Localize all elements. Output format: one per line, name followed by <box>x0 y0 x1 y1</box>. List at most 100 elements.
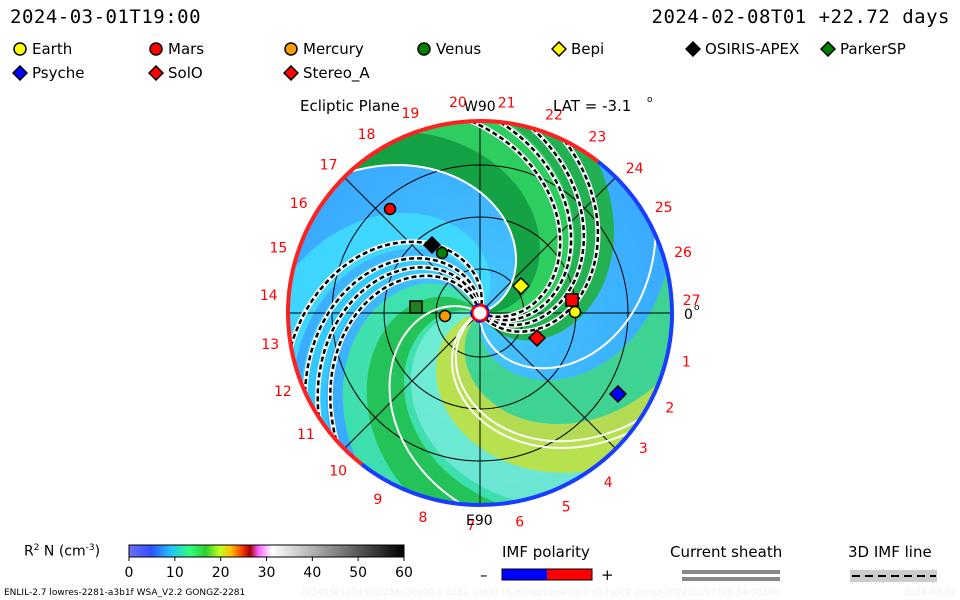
carrington-tick-label: 21 <box>498 96 516 112</box>
carrington-tick-label: 16 <box>290 196 308 212</box>
carrington-tick-label: 24 <box>626 161 644 177</box>
imf-polarity-title: IMF polarity <box>502 543 590 561</box>
circle-icon <box>417 42 431 56</box>
polarity-rim <box>286 119 674 507</box>
footer-model-info: ENLIL-2.7 lowres-2281-a3b1f WSA_V2.2 GON… <box>4 588 246 598</box>
carrington-tick-label: 5 <box>562 500 571 516</box>
zero-label: 0 <box>684 307 693 323</box>
legend-item-psyche: Psyche <box>12 64 84 82</box>
carrington-tick-label: 4 <box>604 475 613 491</box>
legend-label: Mars <box>168 40 205 58</box>
latitude-degree: o <box>647 95 653 105</box>
diamond-icon <box>551 41 567 57</box>
psyche-marker <box>608 384 628 404</box>
carrington-tick-label: 25 <box>655 200 673 216</box>
sheath-sample-2 <box>682 577 780 581</box>
e90-label: E90 <box>466 513 493 529</box>
carrington-tick-label: 23 <box>588 129 606 145</box>
legend-label: Bepi <box>571 40 605 58</box>
carrington-tick-label: 3 <box>639 441 648 457</box>
bodies-layer <box>383 202 628 404</box>
legend-label: Earth <box>32 40 73 58</box>
carrington-tick-label: 14 <box>260 288 278 304</box>
colorbar-tick-label: 0 <box>125 565 134 581</box>
circle-icon <box>284 42 298 56</box>
carrington-tick-label: 11 <box>297 427 315 443</box>
legend-label: Psyche <box>32 64 85 82</box>
current-sheath-title: Current sheath <box>670 543 783 561</box>
diamond-icon <box>148 65 164 81</box>
latitude-label: LAT = -3.1 <box>553 97 631 115</box>
carrington-tick-label: 26 <box>674 245 692 261</box>
carrington-tick-label: 17 <box>320 158 338 174</box>
parker-square-marker <box>409 300 423 314</box>
imf-minus: – <box>480 566 488 584</box>
sun-polarity-ring <box>470 303 490 323</box>
run-start-time: 2024-02-08T01 +22.72 days <box>651 6 950 28</box>
carrington-tick-label: 19 <box>401 106 419 122</box>
colorbar-tick-label: 60 <box>395 565 413 581</box>
legend-label: OSIRIS-APEX <box>705 40 800 58</box>
colorbar-ticks: 0 10 20 30 40 50 60 <box>125 557 413 581</box>
footer-date: 2024-03-01 <box>903 588 956 598</box>
colorbar-tick-label: 40 <box>303 565 321 581</box>
legend-label: Mercury <box>303 40 364 58</box>
imf3d-title: 3D IMF line <box>848 543 932 561</box>
field-lines <box>288 121 657 505</box>
legend-item-mars: Mars <box>148 40 204 58</box>
circle-icon <box>149 42 163 56</box>
carrington-tick-label: 13 <box>261 337 279 353</box>
legend-item-earth: Earth <box>12 40 72 58</box>
carrington-tick-label: 2 <box>665 400 674 416</box>
legend-item-bepi: Bepi <box>551 40 604 58</box>
stereo-a-square-marker <box>565 293 579 307</box>
earth-marker <box>568 305 582 319</box>
carrington-tick-label: 1 <box>682 354 691 370</box>
legend-item-osiris-apex: OSIRIS-APEX <box>685 40 799 58</box>
diamond-icon <box>12 65 28 81</box>
carrington-tick-label: 12 <box>274 384 292 400</box>
carrington-tick-label: 15 <box>269 240 287 256</box>
mercury-marker <box>438 309 452 323</box>
footer-run-info: 20240301214502/256x30x90-1 2281-a3b1f 16… <box>300 588 780 598</box>
solo-marker <box>527 328 547 348</box>
colorbar-tick-label: 30 <box>258 565 276 581</box>
carrington-tick-label: 20 <box>449 95 467 111</box>
legend-item-mercury: Mercury <box>283 40 364 58</box>
plot-title: Ecliptic Plane <box>300 97 400 115</box>
carrington-tick-label: 10 <box>329 464 347 480</box>
colorbar-label: R2 N (cm-3) <box>24 543 101 560</box>
legend-item-parkersp: ParkerSP <box>820 40 906 58</box>
carrington-tick-label: 22 <box>545 107 563 123</box>
density-colorbar <box>128 544 405 558</box>
carrington-tick-label: 18 <box>358 127 376 143</box>
legend-item-venus: Venus <box>416 40 481 58</box>
diamond-icon <box>820 41 836 57</box>
sheath-sample-1 <box>682 570 780 574</box>
imf-positive-swatch <box>547 569 592 580</box>
w90-label: W90 <box>464 99 496 115</box>
legend-item-stereo-a: Stereo_A <box>283 64 370 82</box>
legend-label: ParkerSP <box>840 40 906 58</box>
carrington-tick-label: 8 <box>418 510 427 526</box>
colorbar-tick-label: 10 <box>166 565 184 581</box>
carrington-tick-label: 6 <box>515 514 524 530</box>
diamond-icon <box>283 65 299 81</box>
mars-marker <box>383 202 397 216</box>
imf-plus: + <box>601 566 614 584</box>
legend-label: SolO <box>168 64 203 82</box>
venus-marker <box>435 246 449 260</box>
diamond-icon <box>685 41 701 57</box>
carrington-tick-label: 9 <box>373 492 382 508</box>
legend-item-solo: SolO <box>148 64 203 82</box>
legend-label: Venus <box>436 40 482 58</box>
legend-label: Stereo_A <box>303 64 370 82</box>
imf-negative-swatch <box>502 569 547 580</box>
model-time: 2024-03-01T19:00 <box>10 6 202 28</box>
bepi-marker <box>511 276 531 296</box>
carrington-tick-label: 27 <box>683 293 701 309</box>
osiris-apex-marker <box>422 235 442 255</box>
sun-marker <box>470 303 490 323</box>
colorbar-tick-label: 20 <box>212 565 230 581</box>
